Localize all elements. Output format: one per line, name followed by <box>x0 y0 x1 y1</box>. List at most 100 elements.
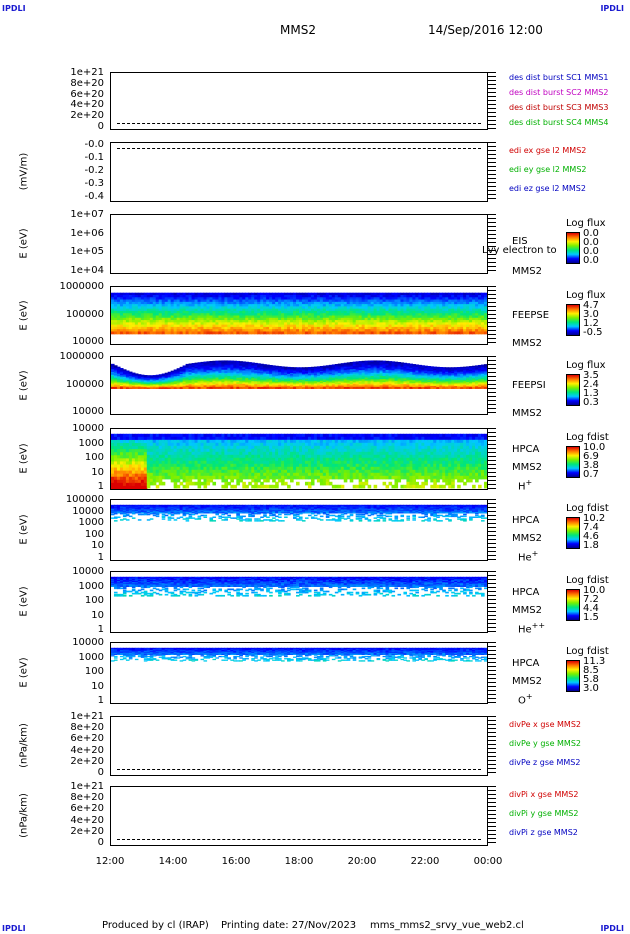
spectrogram-cell <box>170 472 175 477</box>
spectrogram-cell <box>448 377 452 380</box>
spectrogram-cell <box>167 377 172 379</box>
spectrogram-cell <box>481 369 485 372</box>
spectrogram-cell <box>143 299 148 303</box>
spectrogram-cell <box>236 320 240 323</box>
spectrogram-cell <box>131 306 136 310</box>
spectrogram-cell <box>340 367 345 370</box>
spectrogram-cell <box>325 385 330 388</box>
spectrogram-cell <box>451 326 455 330</box>
spectrogram-cell <box>221 372 225 375</box>
spectrogram-cell <box>367 383 372 386</box>
spectrogram-cell <box>400 310 405 314</box>
spectrogram-cell <box>257 366 261 369</box>
spectrogram-cell <box>436 329 440 333</box>
spectrogram-cell <box>119 373 124 376</box>
spectrogram-cell <box>334 369 339 372</box>
spectrogram-cell <box>206 331 211 335</box>
spectrogram-cell <box>388 377 393 380</box>
spectrogram-cell <box>143 452 148 456</box>
spectrogram-cell <box>227 377 231 380</box>
spectrogram-cell <box>296 301 300 305</box>
spectrogram-cell <box>316 308 321 312</box>
spectrogram-cell <box>111 385 115 388</box>
spectrogram-cell <box>260 378 264 381</box>
spectrogram-cell <box>167 375 172 377</box>
spectrogram-cell <box>278 304 282 307</box>
spectrogram-cell <box>158 466 163 471</box>
spectrogram-cell <box>301 306 306 310</box>
spectrogram-cell <box>137 331 142 335</box>
spectrogram-cell <box>385 371 390 374</box>
spectrogram-cell <box>111 479 115 484</box>
spectrogram-cell <box>439 292 443 296</box>
spectrogram-cell <box>212 385 217 388</box>
spectrogram-cell <box>242 326 246 330</box>
spectrogram-cell <box>236 322 240 326</box>
spectrogram-cell <box>197 376 202 379</box>
spectrogram-cell <box>382 326 387 330</box>
spectrogram-cell <box>119 313 124 317</box>
spectrogram-cell <box>469 306 473 310</box>
spectrogram-cell <box>415 369 419 372</box>
spectrogram-cell <box>391 374 396 377</box>
spectrogram-cell <box>218 308 223 312</box>
spectrogram-cell <box>257 385 261 388</box>
spectrogram-cell <box>212 377 217 380</box>
spectrogram-cell <box>170 372 175 375</box>
spectrogram-cell <box>328 368 333 371</box>
spectrogram-cell <box>391 299 396 303</box>
spectrogram-cell <box>355 322 360 326</box>
spectrogram-cell <box>385 297 390 301</box>
spectrogram-cell <box>370 317 375 321</box>
spectrogram-cell <box>457 374 461 376</box>
spectrogram-cell <box>137 482 142 487</box>
spectrogram-cell <box>281 324 285 328</box>
spectrogram-cell <box>322 331 327 335</box>
spectrogram-cell <box>325 324 330 328</box>
spectrogram-cell <box>278 383 282 386</box>
spectrogram-cell <box>299 331 303 335</box>
spectrogram-cell <box>230 299 234 303</box>
spectrogram-cell <box>218 385 223 388</box>
spectrogram-cell <box>460 383 464 386</box>
spectrogram-cell <box>122 313 127 317</box>
spectrogram-cell <box>337 364 342 367</box>
spectrogram-cell <box>481 304 485 307</box>
spectrogram-cell <box>161 376 166 378</box>
spectrogram-cell <box>296 315 300 319</box>
spectrogram-cell <box>370 385 375 388</box>
spectrogram-cell <box>116 379 121 382</box>
spectrogram-cell <box>328 310 333 314</box>
spectrogram-cell <box>287 385 291 388</box>
spectrogram-cell <box>263 369 267 372</box>
spectrogram-cell <box>310 317 315 321</box>
spectrogram-cell <box>460 322 464 326</box>
spectrogram-cell <box>469 367 473 370</box>
spectrogram-cell <box>424 374 428 377</box>
spectrogram-cell <box>445 383 449 386</box>
spectrogram-cell <box>194 384 199 387</box>
spectrogram-cell <box>203 304 208 307</box>
spectrogram-cell <box>290 377 294 380</box>
spectrogram-cell <box>116 446 121 450</box>
spectrogram-cell <box>140 433 145 438</box>
spectrogram-cell <box>328 364 333 367</box>
spectrogram-cell <box>176 372 181 375</box>
spectrogram-cell <box>128 313 133 317</box>
spectrogram-cell <box>412 292 416 296</box>
spectrogram-cell <box>146 382 151 384</box>
spectrogram-cell <box>242 383 246 386</box>
spectrogram-cell <box>281 382 285 385</box>
spectrogram-cell <box>484 294 487 298</box>
spectrogram-cell <box>412 301 416 305</box>
spectrogram-cell <box>331 324 336 328</box>
spectrogram-cell <box>269 297 273 301</box>
spectrogram-cell <box>134 317 139 321</box>
spectrogram-cell <box>358 299 363 303</box>
spectrogram-cell <box>376 304 381 307</box>
spectrogram-cell <box>352 377 357 381</box>
spectrogram-cell <box>116 473 121 478</box>
spectrogram-cell <box>224 368 228 371</box>
spectrogram-cell <box>340 326 345 330</box>
spectrogram-cell <box>364 299 369 303</box>
